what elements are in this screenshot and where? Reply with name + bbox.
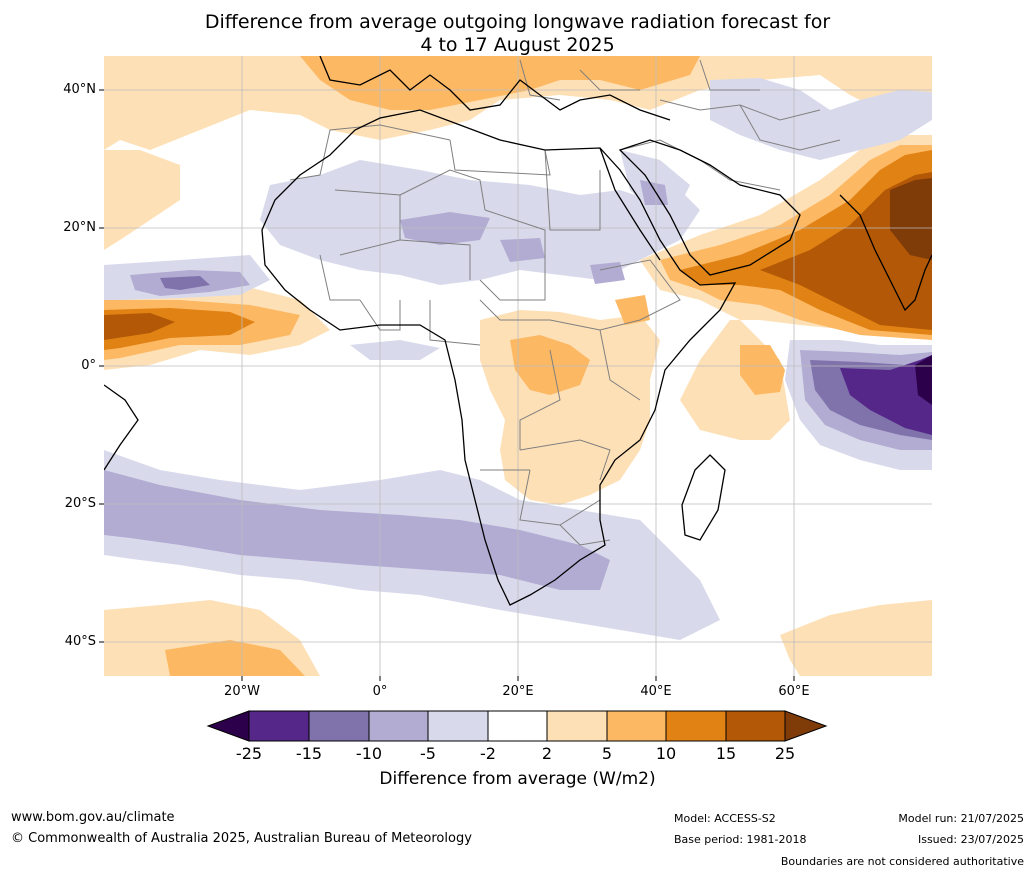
- lon-label-20e: 20°E: [502, 684, 534, 699]
- lon-label-40e: 40°E: [640, 684, 672, 699]
- anomaly-region-negative-medium: [640, 180, 668, 205]
- base-period: Base period: 1981-2018: [674, 833, 807, 846]
- colorbar-segment: [368, 710, 429, 742]
- anomaly-region-positive-medium: [510, 335, 590, 395]
- anomaly-region-negative-extreme: [915, 355, 932, 405]
- colorbar-tick-label: -10: [355, 744, 383, 763]
- anomaly-region-negative-very-strong: [840, 355, 932, 435]
- colorbar-segment: [427, 710, 489, 742]
- arabia-coastline: [618, 139, 801, 276]
- india-coastline: [839, 194, 932, 312]
- lon-label-20w: 20°W: [224, 684, 260, 699]
- madagascar-coastline: [681, 454, 726, 541]
- copyright-text: © Commonwealth of Australia 2025, Austra…: [11, 831, 472, 846]
- anomaly-region-positive-very-strong: [760, 172, 932, 330]
- colorbar-tick-label: -25: [235, 744, 263, 763]
- colorbar-tick-label: -2: [480, 744, 496, 763]
- anomaly-region-positive-medium: [740, 345, 785, 395]
- colorbar-segment: [725, 710, 786, 742]
- colorbar-tick-label: 15: [715, 744, 737, 763]
- africa-coastline: [261, 109, 737, 606]
- boundaries-disclaimer: Boundaries are not considered authoritat…: [780, 855, 1024, 868]
- lat-label-20s: 20°S: [64, 496, 96, 511]
- europe-coastline: [319, 56, 671, 121]
- anomaly-region-positive-medium: [615, 295, 650, 325]
- map-panel: [104, 56, 932, 676]
- lat-label-equator: 0°: [81, 358, 96, 373]
- anomaly-region-negative-light: [620, 150, 690, 210]
- lat-label-40s: 40°S: [64, 634, 96, 649]
- model-run-date: Model run: 21/07/2025: [898, 812, 1024, 825]
- anomaly-region-negative-medium: [590, 262, 625, 284]
- graticule: [104, 56, 932, 676]
- colorbar-segment: [665, 710, 727, 742]
- axis-ticks: [99, 89, 795, 681]
- map-title-line-2: 4 to 17 August 2025: [420, 34, 615, 56]
- colorbar-segment: [248, 710, 310, 742]
- anomaly-region-positive-very-strong: [104, 313, 175, 340]
- colorbar-segment: [606, 710, 667, 742]
- anomaly-region-negative-light: [350, 340, 440, 360]
- colorbar-segment-min: [206, 710, 250, 742]
- lat-label-40n: 40°N: [63, 82, 96, 97]
- south-america-coastline: [104, 384, 139, 471]
- anomaly-region-positive-extreme: [890, 178, 932, 260]
- colorbar-tick-label: 2: [541, 744, 553, 763]
- website-link[interactable]: www.bom.gov.au/climate: [11, 810, 175, 825]
- anomaly-region-positive-medium: [300, 56, 700, 110]
- coastlines: [104, 56, 932, 606]
- anomaly-region-negative-strong: [160, 276, 210, 290]
- anomaly-region-negative-medium: [104, 470, 610, 590]
- lat-label-20n: 20°N: [63, 220, 96, 235]
- colorbar-segment: [308, 710, 370, 742]
- colorbar-tick-label: 25: [774, 744, 796, 763]
- colorbar-segment-max: [784, 710, 828, 742]
- country-borders: [289, 59, 841, 546]
- anomaly-region-positive-medium: [165, 640, 305, 676]
- colorbar-segment: [487, 710, 548, 742]
- red-sea-coastline: [599, 147, 661, 261]
- colorbar-tick-label: -5: [420, 744, 436, 763]
- anomaly-region-negative-light: [710, 78, 932, 160]
- colorbar-label: Difference from average (W/m2): [379, 769, 656, 789]
- map-title-line-1: Difference from average outgoing longwav…: [204, 11, 831, 33]
- colorbar-tick-label: 10: [655, 744, 677, 763]
- colorbar-tick-label: -15: [295, 744, 323, 763]
- anomaly-region-positive-light: [780, 600, 932, 676]
- anomaly-region-positive-light: [104, 150, 180, 250]
- lon-label-0: 0°: [372, 684, 388, 699]
- anomaly-region-negative-medium: [400, 212, 490, 245]
- colorbar-segment: [546, 710, 608, 742]
- colorbar: [206, 710, 828, 742]
- colorbar-tick-label: 5: [601, 744, 613, 763]
- model-name: Model: ACCESS-S2: [674, 812, 776, 825]
- issued-date: Issued: 23/07/2025: [917, 833, 1024, 846]
- anomaly-region-negative-medium: [500, 238, 545, 262]
- lon-label-60e: 60°E: [778, 684, 810, 699]
